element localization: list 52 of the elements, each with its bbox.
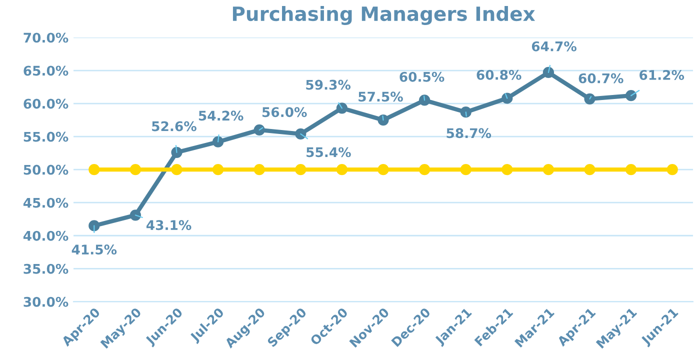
point bbox=[418, 94, 430, 106]
point bbox=[460, 106, 472, 118]
point bbox=[502, 92, 513, 104]
point bbox=[88, 164, 100, 176]
point bbox=[254, 124, 265, 136]
point bbox=[460, 164, 472, 176]
point bbox=[336, 164, 348, 176]
data-label: 57.5% bbox=[358, 92, 403, 102]
data-label: 56.0% bbox=[262, 107, 307, 118]
y-tick-label: 35.0% bbox=[24, 264, 68, 274]
y-tick-label: 60.0% bbox=[24, 98, 68, 109]
data-label: 64.7% bbox=[532, 41, 576, 52]
point bbox=[378, 164, 389, 176]
point bbox=[625, 90, 637, 102]
point bbox=[542, 66, 554, 78]
data-label: 61.2% bbox=[640, 70, 684, 80]
data-label: 54.2% bbox=[198, 110, 244, 121]
y-tick-label: 50.0% bbox=[24, 164, 68, 175]
point bbox=[418, 164, 430, 176]
chart-title: Purchasing Managers Index bbox=[232, 6, 536, 26]
point bbox=[254, 164, 265, 176]
data-label: 58.7% bbox=[446, 128, 492, 138]
data-label: 52.6% bbox=[152, 121, 196, 132]
point bbox=[212, 164, 224, 176]
point bbox=[625, 164, 637, 176]
y-tick-label: 55.0% bbox=[24, 132, 68, 142]
data-label: 60.7% bbox=[578, 73, 624, 84]
data-label: 41.5% bbox=[72, 244, 117, 255]
point bbox=[666, 164, 678, 176]
point bbox=[212, 136, 224, 148]
y-tick-label: 45.0% bbox=[23, 198, 68, 208]
point bbox=[88, 220, 100, 232]
data-label: 59.3% bbox=[306, 80, 351, 90]
point bbox=[584, 164, 596, 176]
point bbox=[130, 164, 142, 176]
point bbox=[295, 128, 306, 140]
point bbox=[502, 164, 513, 176]
data-label: 43.1% bbox=[146, 220, 192, 230]
point bbox=[378, 114, 389, 126]
data-label: 60.5% bbox=[400, 72, 444, 82]
data-label: 60.8% bbox=[476, 70, 522, 80]
point bbox=[171, 164, 182, 176]
y-tick-label: 70.0% bbox=[24, 32, 68, 43]
y-tick-label: 40.0% bbox=[23, 230, 68, 241]
point bbox=[542, 164, 554, 176]
point bbox=[336, 102, 348, 114]
point bbox=[584, 93, 596, 104]
data-label: 55.4% bbox=[306, 147, 351, 158]
y-tick-label: 65.0% bbox=[24, 66, 68, 76]
point bbox=[130, 210, 142, 221]
point bbox=[295, 164, 306, 176]
y-tick-label: 30.0% bbox=[24, 296, 68, 307]
